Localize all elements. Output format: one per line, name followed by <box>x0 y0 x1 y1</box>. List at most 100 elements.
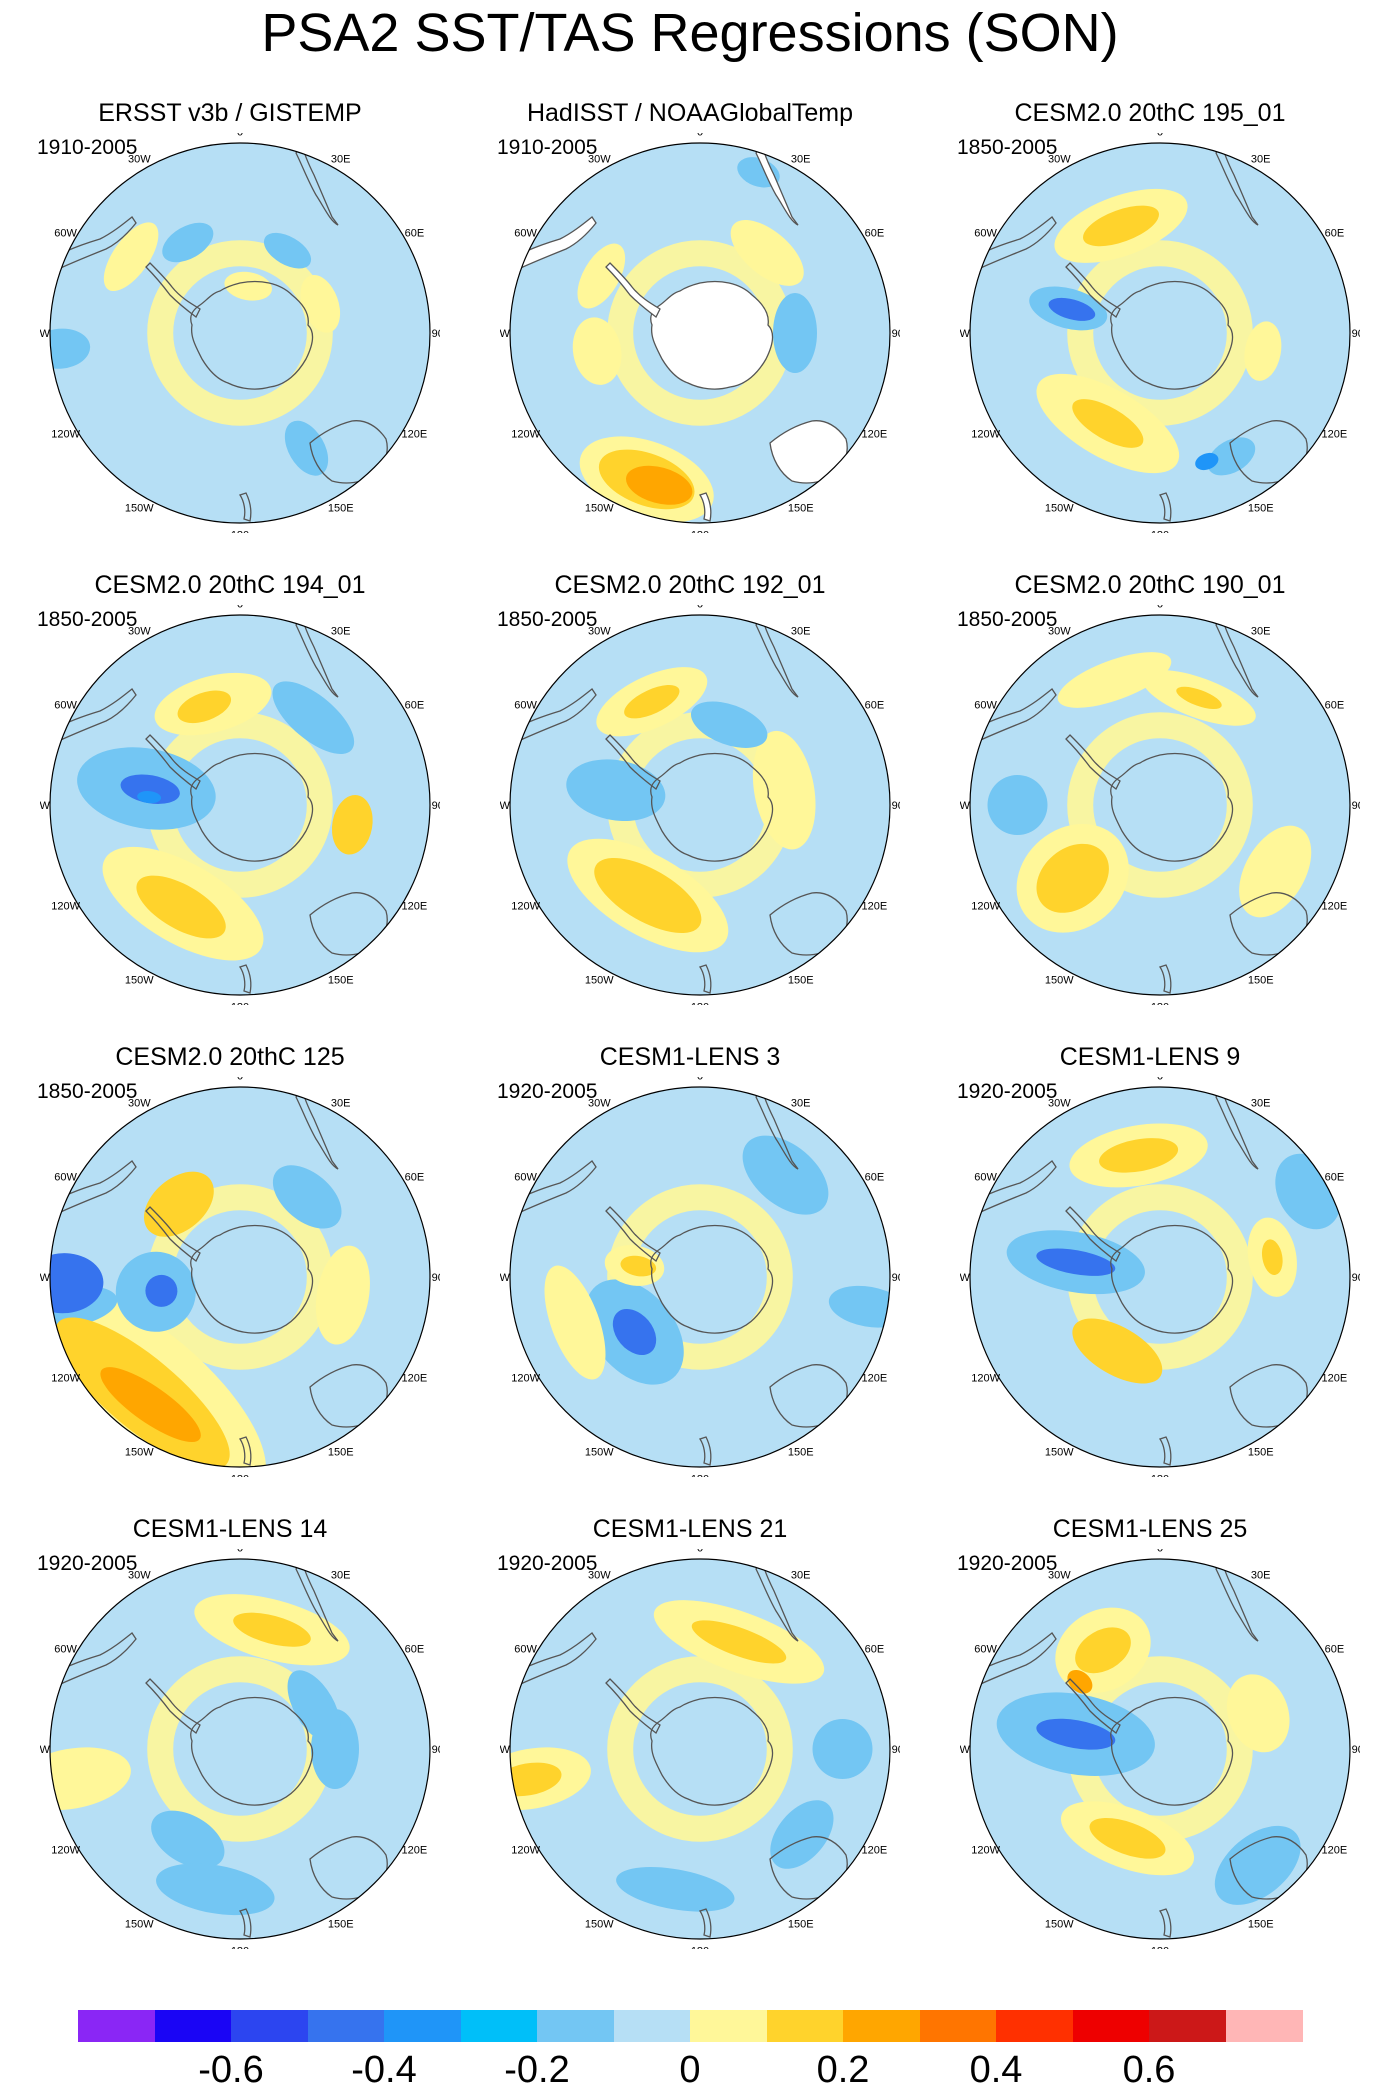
longitude-label: 0 <box>1157 1549 1163 1555</box>
map-panel: CESM1-LENS 25 0 30E 60E 90E 120E 150E 180 150W 12… <box>920 1515 1380 1991</box>
longitude-label: 60E <box>1325 227 1345 239</box>
longitude-label: 120W <box>51 1373 80 1385</box>
longitude-label: 150W <box>125 1918 154 1930</box>
south-america-outline <box>510 688 597 746</box>
map-border <box>49 1558 431 1940</box>
longitude-label: 90E <box>432 328 440 340</box>
africa-outline <box>295 1087 339 1170</box>
anomaly-patch <box>626 465 693 505</box>
colorbar-swatch <box>996 2010 1073 2042</box>
anomaly-patch <box>742 1135 829 1215</box>
map-border <box>969 1558 1351 1940</box>
anomaly-patch <box>103 222 159 292</box>
polar-map: 0 30E 60E 90E 120E 150E 180 150W 120W 90W 60W 30W <box>960 1549 1360 1949</box>
map-panel: CESM1-LENS 9 0 30E 60E 90E 120E 150E 180 150W 120… <box>920 1043 1380 1519</box>
anomaly-patch <box>1048 297 1096 321</box>
longitude-label: 30W <box>588 154 611 166</box>
peninsula-outline <box>145 734 201 790</box>
period-label: 1850-2005 <box>497 608 598 631</box>
period-label: 1910-2005 <box>497 136 598 159</box>
panel-title: CESM2.0 20thC 125 <box>115 1043 345 1071</box>
colorbar-label: 0 <box>679 2049 701 2091</box>
longitude-label: 150W <box>125 1446 154 1458</box>
antarctica-outline <box>190 1224 314 1334</box>
anomaly-patch <box>156 1863 275 1916</box>
longitude-label: 60W <box>514 1643 537 1655</box>
anomaly-patch <box>136 875 226 939</box>
anomaly-patch <box>612 1308 657 1356</box>
anomaly-patch <box>1057 652 1172 708</box>
longitude-label: 120E <box>862 1845 888 1857</box>
anomaly-patch <box>50 1253 104 1314</box>
map-panel: ERSST v3b / GISTEMP 0 30E 60E 90E 120E 150E 180… <box>0 99 460 575</box>
new-zealand-outline <box>1158 1908 1172 1938</box>
longitude-label: 30E <box>791 1098 811 1110</box>
longitude-label: 150W <box>1045 1446 1074 1458</box>
map-border <box>969 1086 1351 1468</box>
longitude-label: 150W <box>585 1918 614 1930</box>
period-label: 1910-2005 <box>37 136 138 159</box>
longitude-label: 90W <box>960 1744 971 1756</box>
anomaly-patch <box>177 690 232 724</box>
longitude-label: 120E <box>1322 1373 1348 1385</box>
longitude-label: 90E <box>892 1744 900 1756</box>
longitude-label: 60E <box>405 699 425 711</box>
longitude-label: 30E <box>791 626 811 638</box>
figure-title: PSA2 SST/TAS Regressions (SON) <box>261 3 1119 63</box>
peninsula-outline <box>145 1678 201 1734</box>
map-panel: CESM1-LENS 3 0 30E 60E 90E 120E 150E 180 150W 120… <box>460 1043 920 1519</box>
colorbar-label: 0.6 <box>1122 2049 1176 2091</box>
longitude-label: 30E <box>1251 1570 1271 1582</box>
longitude-label: 120W <box>511 1373 540 1385</box>
longitude-label: 60W <box>54 1171 77 1183</box>
new-zealand-outline <box>1158 1436 1172 1466</box>
anomaly-patch <box>577 243 626 309</box>
longitude-label: 60W <box>974 699 997 711</box>
longitude-label: 180 <box>231 1473 249 1477</box>
antarctica-outline <box>1110 752 1234 862</box>
longitude-label: 30W <box>1048 154 1071 166</box>
map-border <box>509 1558 891 1940</box>
polar-map: 0 30E 60E 90E 120E 150E 180 150W 120W 90W 60W 30W <box>500 605 900 1005</box>
map-border <box>509 614 891 996</box>
peninsula-outline <box>1065 1206 1121 1262</box>
longitude-label: 90E <box>432 1272 440 1284</box>
anomaly-patch <box>1176 686 1222 710</box>
anomaly-ring <box>607 1656 793 1842</box>
anomaly-patch <box>812 1719 873 1779</box>
new-zealand-outline <box>238 1436 252 1466</box>
new-zealand-outline <box>238 492 252 522</box>
longitude-label: 60E <box>405 227 425 239</box>
longitude-label: 0 <box>697 605 703 611</box>
longitude-label: 90E <box>432 800 440 812</box>
longitude-label: 90W <box>500 328 511 340</box>
anomaly-patch <box>1099 1138 1179 1173</box>
longitude-label: 0 <box>237 1077 243 1083</box>
longitude-label: 150E <box>788 1446 814 1458</box>
map-panel: CESM2.0 20thC 190_01 0 30E 60E 90E 120E 150E 18… <box>920 571 1380 1047</box>
longitude-label: 90E <box>892 328 900 340</box>
longitude-label: 30W <box>588 1098 611 1110</box>
longitude-label: 150W <box>125 974 154 986</box>
polar-map: 0 30E 60E 90E 120E 150E 180 150W 120W 90W 60W 30W <box>960 133 1360 533</box>
south-america-outline <box>510 216 597 274</box>
longitude-label: 120W <box>511 1845 540 1857</box>
longitude-label: 30E <box>791 154 811 166</box>
longitude-label: 120E <box>402 901 428 913</box>
longitude-label: 120E <box>862 1373 888 1385</box>
longitude-label: 120E <box>862 901 888 913</box>
longitude-label: 0 <box>1157 1077 1163 1083</box>
africa-outline <box>755 1087 799 1170</box>
longitude-label: 60E <box>1325 1643 1345 1655</box>
south-america-outline <box>50 216 137 274</box>
anomaly-patch <box>544 1265 606 1380</box>
longitude-label: 120W <box>971 901 1000 913</box>
anomaly-patch <box>1226 1674 1290 1753</box>
anomaly-patch <box>151 1810 225 1869</box>
south-america-outline <box>510 1632 597 1690</box>
anomaly-patch <box>987 775 1048 835</box>
anomaly-ring <box>1067 240 1253 426</box>
longitude-label: 30W <box>588 626 611 638</box>
longitude-label: 180 <box>1151 529 1169 533</box>
south-america-outline <box>970 216 1057 274</box>
